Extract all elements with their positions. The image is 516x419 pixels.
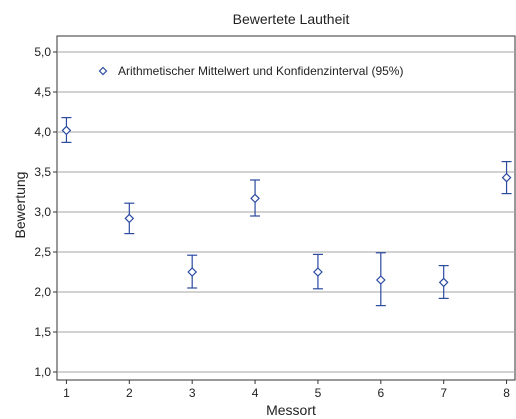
y-axis-label: Bewertung: [12, 172, 28, 239]
plot-frame: [56, 35, 516, 381]
y-tick-label: 3,0: [34, 205, 51, 219]
plot-area: 1,0 1,5 2,0 2,5 3,0 3,5 4,0 4,5 5,0 1 2 3 4 5 6 7 8: [34, 35, 516, 400]
chart-title: Bewertete Lautheit: [233, 11, 350, 27]
y-tick-label: 3,5: [34, 165, 51, 179]
y-tick-label: 1,0: [34, 365, 51, 379]
y-tick-label: 2,5: [34, 245, 51, 259]
y-tick-label: 1,5: [34, 325, 51, 339]
y-tick-label: 2,0: [34, 285, 51, 299]
y-tick-label: 4,5: [34, 85, 51, 99]
data-point-diamond: [250, 193, 260, 204]
data-point-diamond: [124, 213, 135, 224]
x-tick-label: 4: [252, 386, 259, 400]
y-tick-label: 5,0: [34, 45, 51, 59]
legend-marker-diamond: [98, 66, 108, 76]
data-point-diamond: [501, 172, 512, 183]
x-axis-label: Messort: [266, 402, 316, 418]
x-tick-label: 5: [315, 386, 322, 400]
x-tick-label: 8: [503, 386, 510, 400]
y-axis-ticks: 1,0 1,5 2,0 2,5 3,0 3,5 4,0 4,5 5,0: [34, 45, 57, 379]
x-tick-label: 6: [377, 386, 384, 400]
data-point-diamond: [61, 125, 72, 136]
x-tick-label: 7: [440, 386, 447, 400]
legend-label: Arithmetischer Mittelwert und Konfidenzi…: [118, 64, 403, 78]
data-point-diamond: [313, 267, 323, 277]
grid-lines: [57, 51, 515, 373]
data-point-diamond: [375, 275, 386, 285]
y-tick-label: 4,0: [34, 125, 51, 139]
error-bars: [61, 116, 512, 307]
data-point-diamond: [187, 267, 198, 277]
data-point-diamond: [438, 277, 449, 288]
x-tick-label: 1: [63, 386, 70, 400]
x-axis-ticks: 1 2 3 4 5 6 7 8: [63, 380, 510, 400]
data-points: [61, 125, 512, 288]
legend: Arithmetischer Mittelwert und Konfidenzi…: [98, 64, 403, 78]
x-tick-label: 2: [126, 386, 133, 400]
x-tick-label: 3: [189, 386, 196, 400]
